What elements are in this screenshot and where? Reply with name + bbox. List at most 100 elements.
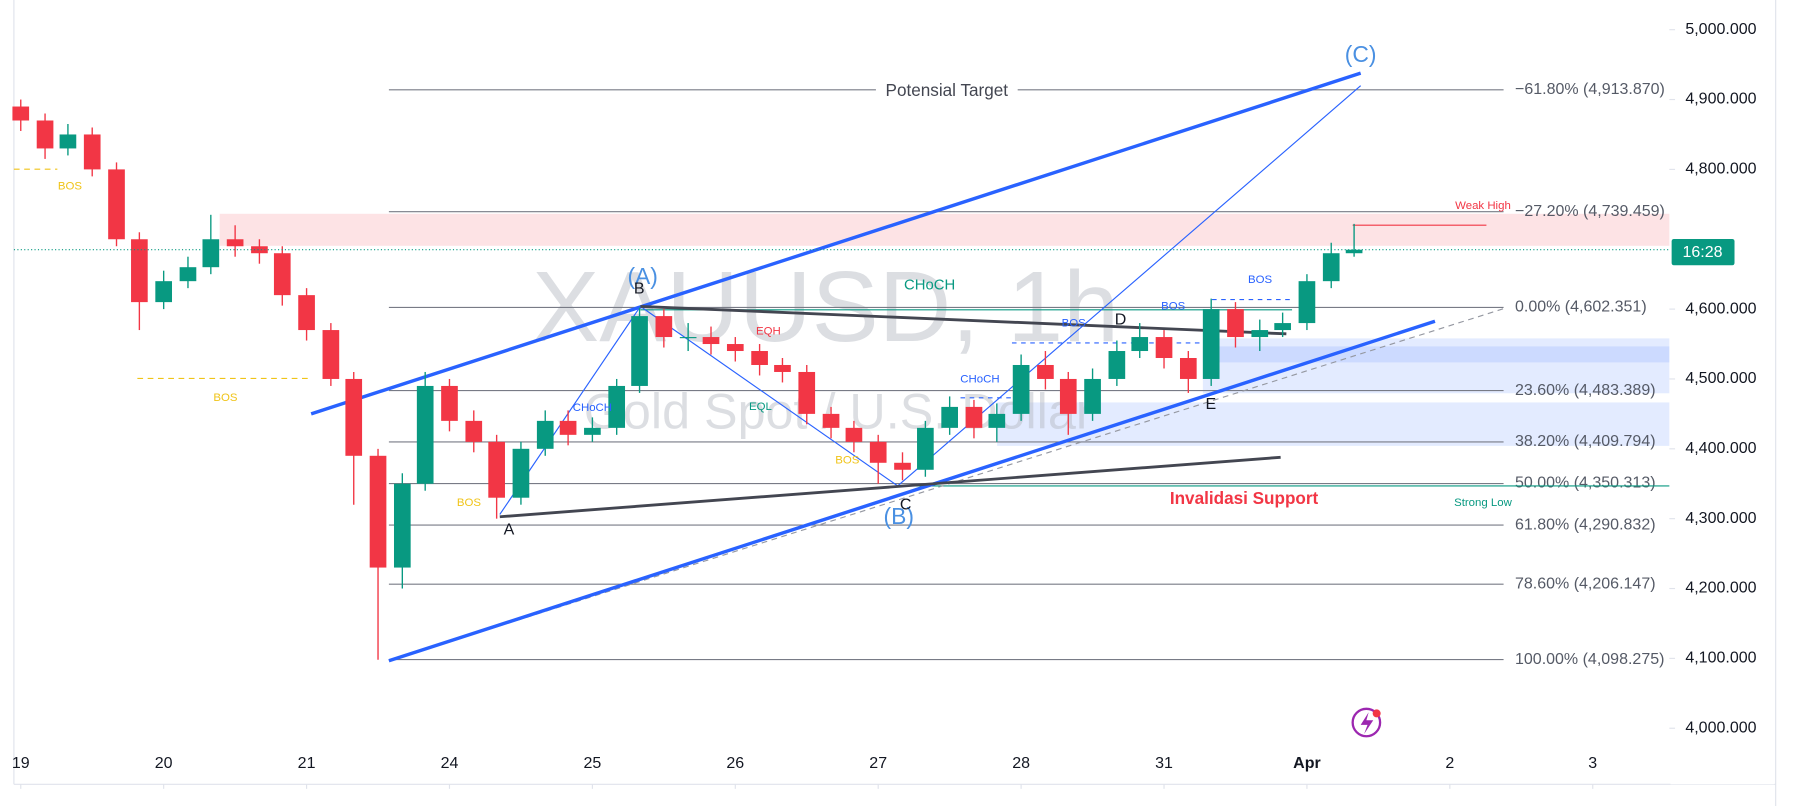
demand-zone [1202, 338, 1670, 394]
candle-body [1155, 337, 1173, 359]
price-axis-bg [1670, 0, 1775, 785]
y-tick-label: 4,900.000 [1685, 91, 1756, 108]
y-tick-label: 4,500.000 [1685, 370, 1756, 387]
candle-body [155, 281, 173, 303]
candle-body [559, 420, 577, 435]
annotation: CHoCH [573, 402, 612, 414]
annotation: BOS [1161, 300, 1186, 312]
y-tick-label: 4,400.000 [1685, 440, 1756, 457]
candle-body [845, 427, 863, 442]
triangle-line [499, 455, 1281, 519]
candle-body [584, 427, 601, 435]
candle-body [702, 337, 720, 345]
y-tick-label: 4,800.000 [1685, 161, 1756, 178]
annotation: BOS [213, 392, 238, 404]
candle-body [1298, 281, 1316, 324]
annotation: BOS [835, 455, 860, 467]
annotation: BOS [457, 497, 482, 509]
annotation: (A) [627, 263, 657, 289]
y-tick-label: 5,000.000 [1685, 21, 1756, 38]
fib-label: −61.80% (4,913.870) [1515, 81, 1665, 98]
x-tick-label: 3 [1588, 755, 1597, 772]
candle-body [251, 246, 268, 254]
x-tick-label: 20 [155, 755, 173, 772]
fib-label: 0.00% (4,602.351) [1515, 299, 1647, 316]
candle-body [536, 420, 554, 449]
icon-bolt[interactable] [1360, 712, 1374, 734]
candle-body [1251, 330, 1269, 338]
x-tick-label: 24 [441, 755, 459, 772]
candle-body [36, 120, 54, 149]
candle-body [83, 134, 101, 170]
annotation: Invalidasi Support [1170, 488, 1319, 508]
candle-body [1227, 309, 1244, 338]
candle-body [1345, 249, 1363, 254]
candle-body [1322, 253, 1340, 282]
y-tick-label: 4,200.000 [1685, 580, 1756, 597]
supply-zone [219, 213, 1670, 246]
candle-body [393, 483, 411, 568]
lightning-icon[interactable] [1351, 707, 1382, 738]
candle-body [679, 337, 697, 339]
annotation: A [504, 522, 515, 539]
candle-body [273, 253, 291, 296]
icon-dot[interactable] [1372, 709, 1381, 718]
annotation: BOS [1062, 318, 1087, 330]
annotation: BOS [1248, 274, 1273, 286]
fib-label: 23.60% (4,483.389) [1515, 382, 1656, 399]
candle-body [965, 406, 983, 428]
price-tag [1671, 238, 1735, 266]
icon-circle[interactable] [1351, 707, 1382, 738]
y-tick-label: 4,300.000 [1685, 510, 1756, 527]
candle-body [465, 420, 483, 442]
annotation: BOS [58, 180, 83, 192]
triangle-line [640, 304, 1287, 336]
annotation: Strong Low [1454, 497, 1513, 509]
candle-body [322, 330, 340, 379]
demand-zone [997, 402, 1670, 446]
candle-body [202, 239, 220, 268]
y-tick-label: 4,600.000 [1685, 300, 1756, 317]
candle-body [416, 385, 434, 484]
candle-body [179, 267, 197, 282]
annotation: EQH [756, 326, 781, 338]
candle-body [1179, 358, 1197, 379]
candle-body [894, 462, 911, 470]
candle-body [1012, 364, 1030, 414]
y-tick-label: 4,100.000 [1685, 650, 1756, 667]
x-tick-label: 2 [1445, 755, 1454, 772]
x-tick-label: Apr [1293, 755, 1321, 772]
candle-body [917, 427, 934, 470]
x-tick-label: 28 [1012, 755, 1030, 772]
annotation: EQL [749, 401, 772, 413]
candle-body [941, 406, 958, 428]
x-tick-label: 19 [12, 755, 30, 772]
candle-body [1274, 323, 1291, 331]
candle-body [1059, 378, 1077, 414]
annotation: D [1115, 311, 1127, 328]
fib-label: 50.00% (4,350.313) [1515, 475, 1656, 492]
annotation: (C) [1345, 41, 1377, 67]
annotation: C [900, 497, 912, 514]
candle-body [1202, 309, 1220, 379]
annotation: CHoCH [904, 278, 955, 294]
fib-label: 78.60% (4,206.147) [1515, 575, 1656, 592]
demand-zone [1202, 346, 1670, 363]
countdown: 16:28 [1682, 244, 1722, 261]
candle-body [655, 316, 673, 338]
candle-body [108, 169, 125, 240]
candle-body [869, 441, 887, 463]
candle-body [345, 378, 363, 456]
fib-label: −27.20% (4,739.459) [1515, 203, 1665, 220]
candle-body [988, 413, 1006, 428]
candle-body [798, 371, 816, 414]
candle-body [369, 455, 387, 568]
x-tick-label: 21 [298, 755, 316, 772]
x-tick-label: 31 [1155, 755, 1173, 772]
candle-body [751, 351, 768, 365]
channel-lower [388, 319, 1436, 663]
candle-body [131, 239, 148, 303]
candle-body [12, 106, 30, 121]
